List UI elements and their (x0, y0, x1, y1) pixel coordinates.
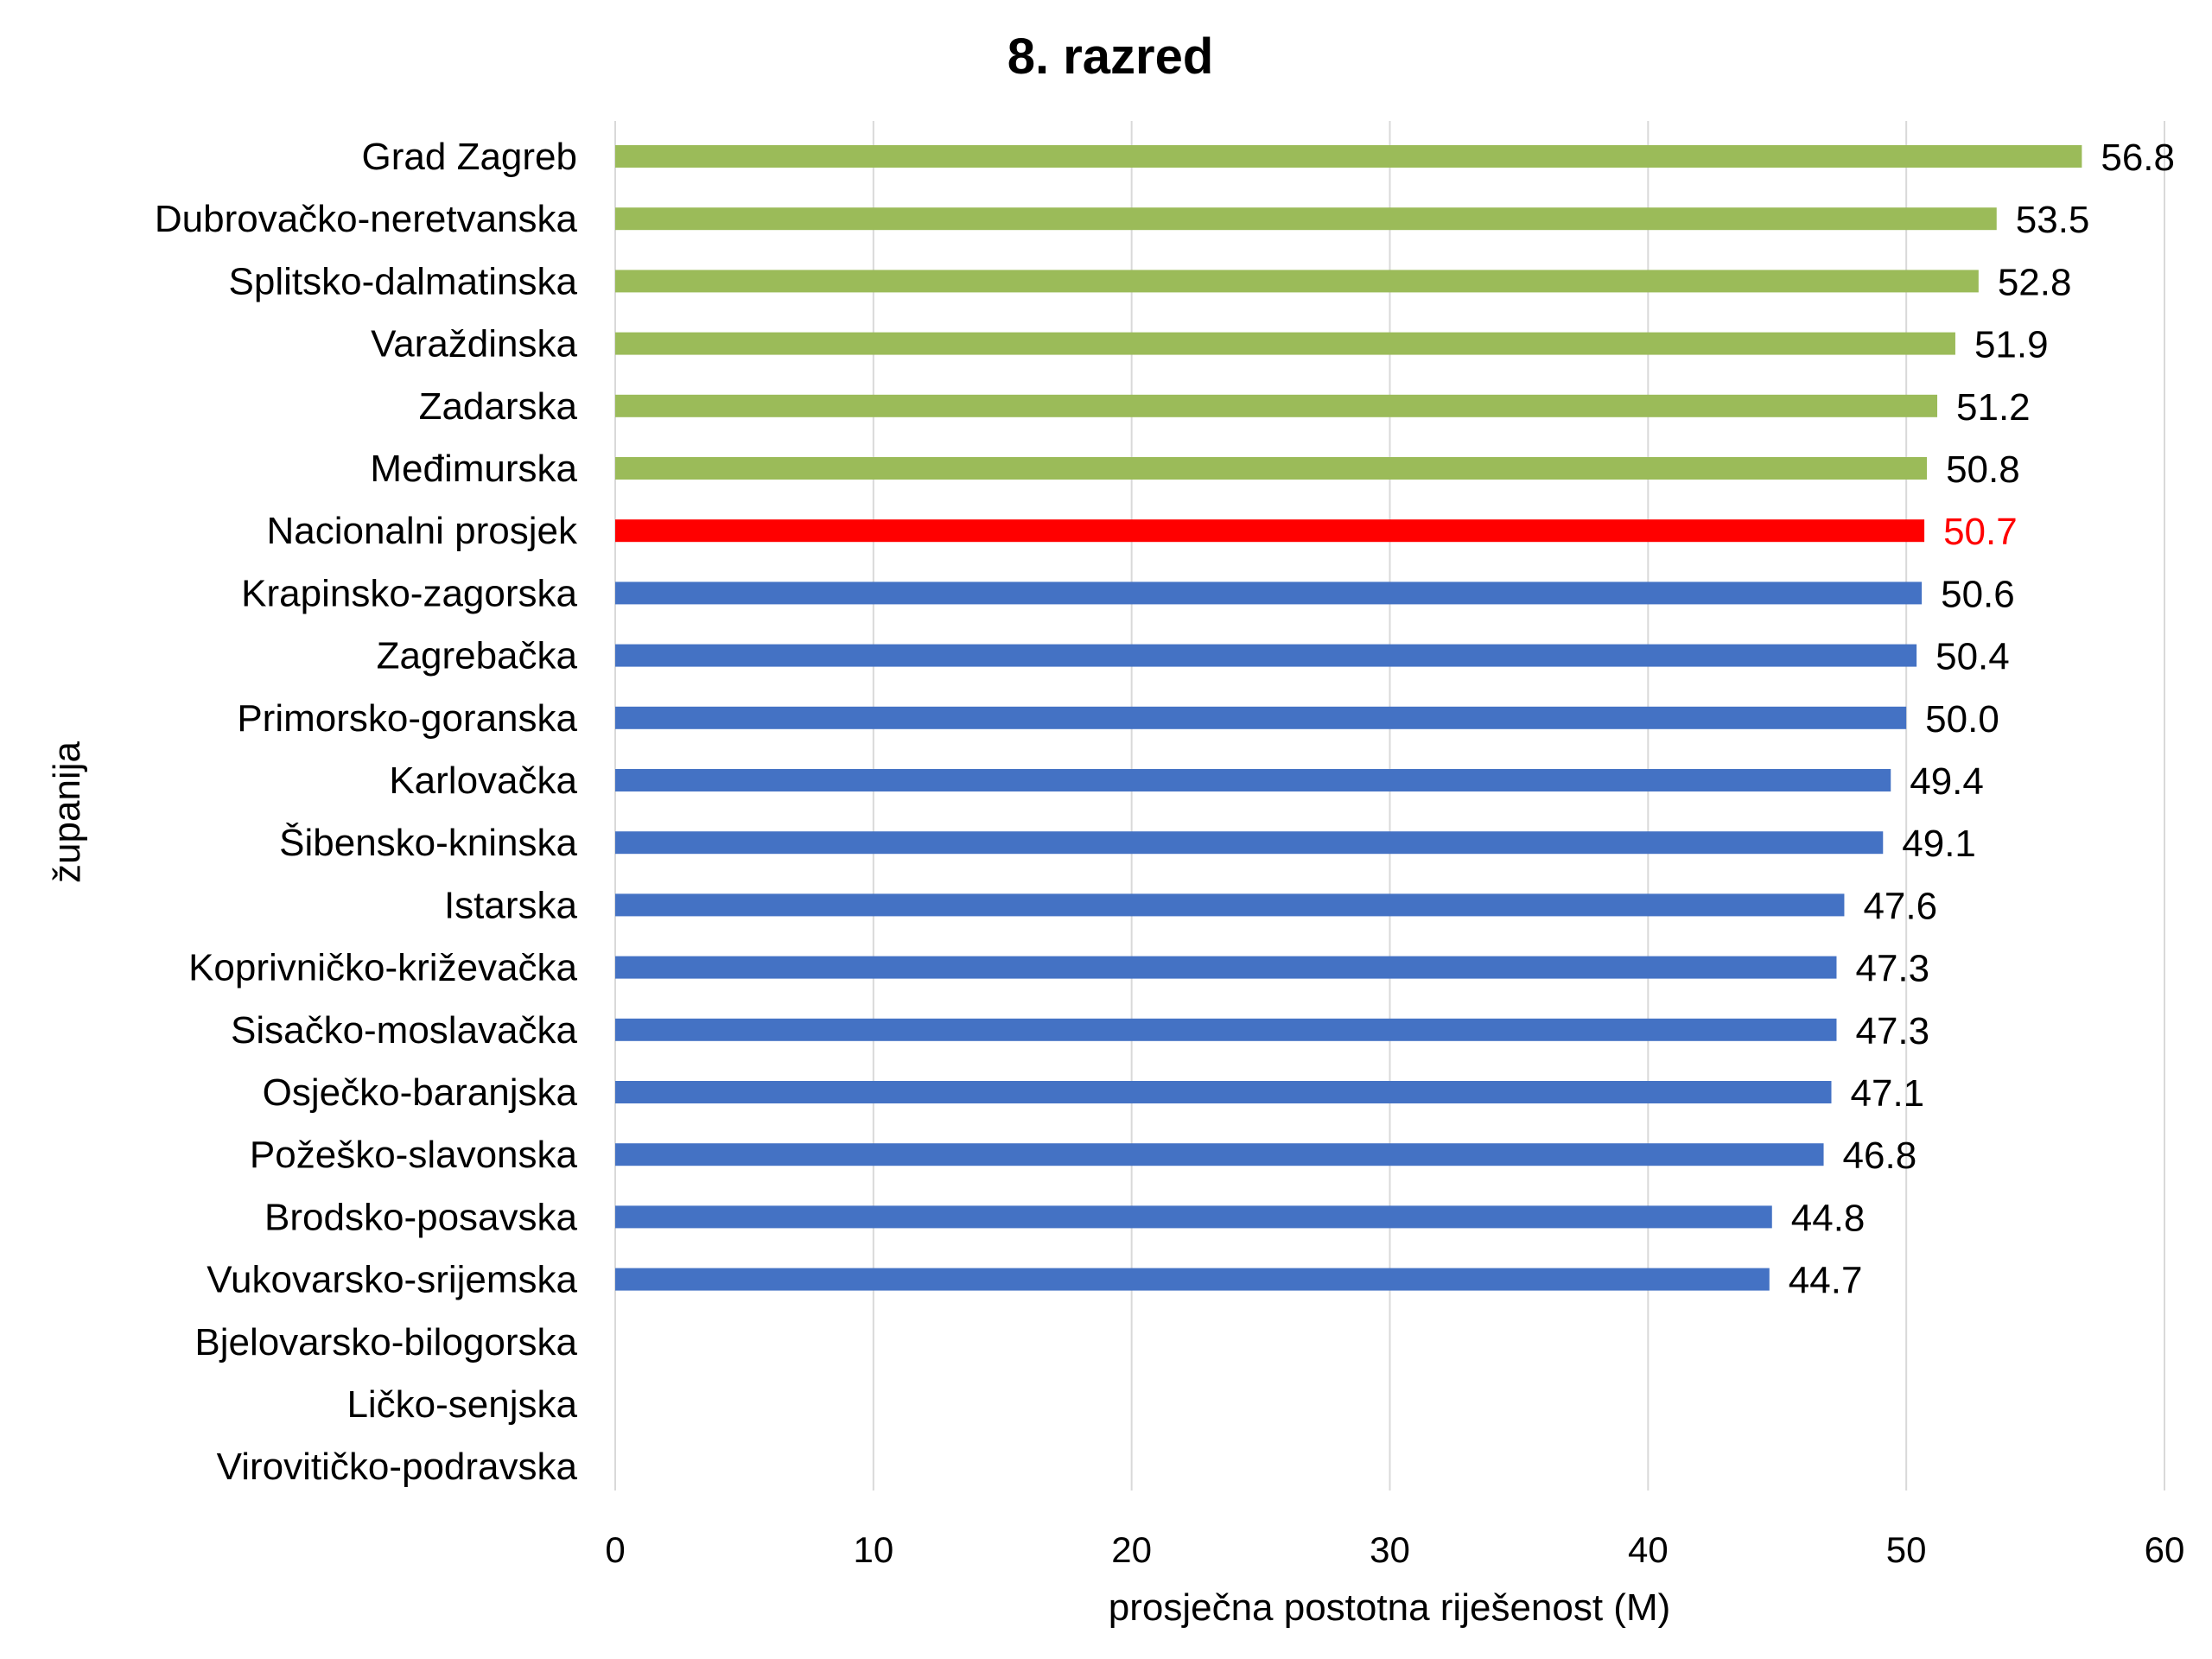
category-label: Karlovačka (389, 760, 577, 802)
data-label: 47.3 (1855, 1010, 1929, 1052)
data-label: 46.8 (1843, 1135, 1917, 1177)
category-label: Požeško-slavonska (250, 1134, 578, 1176)
category-label: Zadarska (419, 385, 578, 428)
data-label: 51.9 (1974, 324, 2049, 366)
category-label: Vukovarsko-srijemska (207, 1259, 577, 1301)
bar (615, 1081, 1832, 1103)
data-label: 50.6 (1941, 573, 2015, 615)
bar (615, 644, 1917, 667)
bar (615, 831, 1884, 855)
bar (615, 519, 1925, 543)
category-label: Brodsko-posavska (264, 1196, 577, 1238)
x-tick-label: 40 (1628, 1529, 1669, 1570)
category-label: Krapinsko-zagorska (241, 572, 577, 614)
bar (615, 1018, 1837, 1041)
bar (615, 1268, 1770, 1291)
category-label: Istarska (444, 884, 578, 926)
x-tick-labels: 0 10 20 30 40 50 60 (605, 1529, 2184, 1570)
value-labels: 56.8 53.5 52.8 51.9 51.2 50.8 50.7 50.6 50.4 50.0… (1789, 137, 2175, 1302)
x-tick-label: 20 (1111, 1529, 1152, 1570)
bar (615, 145, 2082, 168)
data-label: 50.7 (1943, 511, 2018, 553)
category-label: Ličko-senjska (346, 1383, 577, 1426)
data-label: 44.7 (1789, 1260, 1863, 1302)
data-label: 52.8 (1998, 261, 2072, 303)
category-label: Dubrovačko-neretvanska (155, 198, 578, 240)
bars (615, 145, 2082, 1291)
category-label: Nacionalni prosjek (266, 510, 578, 552)
category-label: Šibensko-kninska (279, 821, 577, 864)
bar (615, 956, 1837, 979)
bar (615, 706, 1907, 729)
data-label: 49.4 (1910, 760, 1984, 803)
bar (615, 332, 1955, 355)
data-label: 50.4 (1936, 636, 2010, 678)
category-label: Varaždinska (371, 323, 577, 365)
data-label: 47.1 (1851, 1072, 1925, 1115)
bar (615, 893, 1845, 917)
data-label: 44.8 (1791, 1197, 1866, 1239)
category-label: Međimurska (370, 448, 577, 490)
category-labels: Grad Zagreb Dubrovačko-neretvanska Splitsk… (155, 136, 578, 1488)
data-label: 50.8 (1946, 448, 2020, 491)
y-axis-title: županija (46, 741, 88, 883)
category-label: Sisačko-moslavačka (231, 1009, 578, 1052)
category-label: Splitsko-dalmatinska (229, 260, 578, 302)
data-label: 51.2 (1956, 386, 2031, 429)
category-label: Koprivničko-križevačka (188, 947, 577, 989)
category-label: Virovitičko-podravska (217, 1446, 578, 1488)
chart-title: 8. razred (1007, 29, 1214, 85)
data-label: 47.3 (1855, 948, 1929, 990)
bar (615, 457, 1928, 480)
x-tick-label: 10 (853, 1529, 893, 1570)
bar (615, 582, 1923, 605)
data-label: 49.1 (1902, 823, 1976, 865)
bar (615, 1143, 1824, 1166)
bar (615, 270, 1979, 293)
category-label: Primorsko-goranska (237, 697, 577, 740)
bar (615, 394, 1938, 417)
x-tick-label: 60 (2145, 1529, 2185, 1570)
category-label: Osječko-baranjska (263, 1071, 578, 1114)
x-axis-title: prosječna postotna riješenost (M) (1109, 1586, 1671, 1629)
data-label: 53.5 (2016, 199, 2090, 241)
data-label: 47.6 (1863, 885, 1937, 927)
x-tick-label: 50 (1886, 1529, 1927, 1570)
bar (615, 1205, 1772, 1229)
data-label: 50.0 (1925, 698, 1999, 741)
x-tick-label: 30 (1370, 1529, 1410, 1570)
category-label: Grad Zagreb (362, 136, 577, 178)
bar (615, 769, 1891, 791)
category-label: Bjelovarsko-bilogorska (194, 1321, 577, 1363)
data-label: 56.8 (2101, 137, 2175, 179)
bar (615, 207, 1997, 231)
category-label: Zagrebačka (377, 635, 578, 677)
x-tick-label: 0 (605, 1529, 625, 1570)
